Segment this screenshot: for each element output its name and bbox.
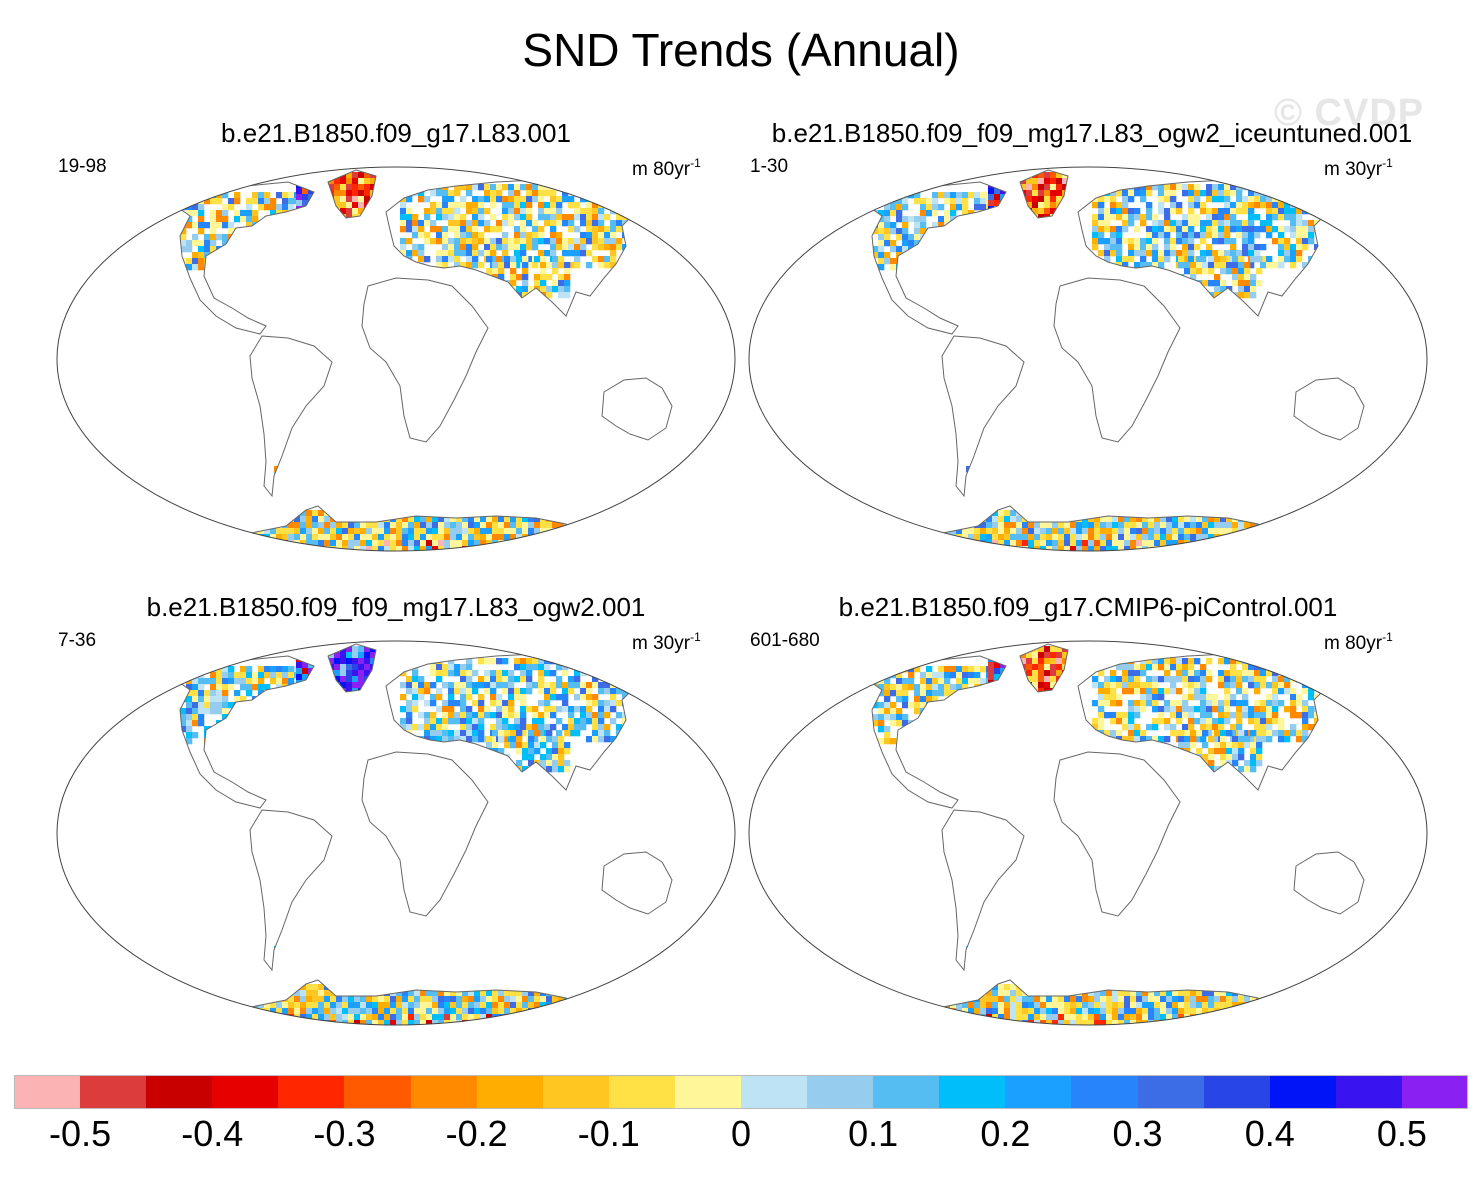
colorbar-tick-label: 0	[730, 1113, 752, 1154]
panel-2-map	[748, 166, 1428, 552]
colorbar-tick-label: 0.2	[980, 1113, 1031, 1154]
coastline-samerica	[941, 335, 1025, 498]
coastline-africa	[361, 277, 489, 443]
panel-1-units: m 80yr-1	[632, 156, 701, 180]
colorbar-swatch	[476, 1075, 544, 1109]
colorbar-swatch	[212, 1075, 279, 1109]
panel-1-title: b.e21.B1850.f09_g17.L83.001	[221, 118, 571, 148]
colorbar-swatch	[1401, 1075, 1469, 1109]
colorbar-swatch	[278, 1075, 345, 1109]
map-boundary	[56, 640, 736, 1026]
panel-3-title: b.e21.B1850.f09_f09_mg17.L83_ogw2.001	[146, 592, 646, 622]
coastline-australia	[601, 377, 673, 441]
colorbar-tick-label: 0.1	[848, 1113, 899, 1154]
coastline-namerica	[867, 181, 1007, 335]
colorbar-tick-label: 0.3	[1112, 1113, 1163, 1154]
coastline-africa	[1053, 751, 1181, 917]
figure-title: SND Trends (Annual)	[522, 24, 960, 76]
panel-2-units: m 30yr-1	[1324, 156, 1393, 180]
coastline-namerica	[175, 655, 315, 809]
colorbar-swatch	[1203, 1075, 1271, 1109]
cvdp-watermark: © CVDP	[1274, 92, 1425, 134]
panel-3-map	[56, 640, 736, 1026]
panel-1-map	[56, 166, 736, 552]
colorbar-swatch	[80, 1075, 147, 1109]
coastline-samerica	[249, 809, 333, 972]
panel-2-title: b.e21.B1850.f09_f09_mg17.L83_ogw2_iceunt…	[771, 118, 1413, 148]
colorbar-tick-label: -0.1	[577, 1113, 640, 1154]
coastline-greenland	[1019, 169, 1069, 219]
coastline-africa	[361, 751, 489, 917]
colorbar-swatch	[1335, 1075, 1403, 1109]
coastline-australia	[1293, 377, 1365, 441]
colorbar-tick-label: -0.3	[313, 1113, 376, 1154]
coastline-namerica	[867, 655, 1007, 809]
colorbar-swatch	[14, 1075, 81, 1109]
colorbar-tick-label: -0.4	[181, 1113, 244, 1154]
panel-4-title: b.e21.B1850.f09_g17.CMIP6-piControl.001	[838, 592, 1338, 622]
panel-1-period: 19-98	[58, 156, 107, 177]
colorbar-swatch	[674, 1075, 742, 1109]
map-boundary	[748, 166, 1428, 552]
map-boundary	[748, 640, 1428, 1026]
coastline-australia	[1293, 851, 1365, 915]
colorbar-tick-label: 0.5	[1376, 1113, 1427, 1154]
colorbar-swatch	[344, 1075, 412, 1109]
coastline-namerica	[175, 181, 315, 335]
colorbar-swatch	[608, 1075, 676, 1109]
panel-4-period: 601-680	[750, 630, 820, 651]
coastline-africa	[1053, 277, 1181, 443]
colorbar-tick-label: -0.5	[49, 1113, 112, 1154]
colorbar-swatch	[1005, 1075, 1072, 1109]
panel-3-period: 7-36	[58, 630, 97, 651]
colorbar-tick-label: 0.4	[1244, 1113, 1295, 1154]
coastline-australia	[601, 851, 673, 915]
panel-3-units: m 30yr-1	[632, 630, 701, 654]
panel-4-units: m 80yr-1	[1324, 630, 1393, 654]
coastline-samerica	[941, 809, 1025, 972]
colorbar-swatch	[1071, 1075, 1139, 1109]
coastline-greenland	[327, 643, 377, 693]
colorbar-tick-label: -0.2	[445, 1113, 508, 1154]
colorbar-swatch	[873, 1075, 940, 1109]
colorbar-swatch	[741, 1075, 808, 1109]
coastline-greenland	[327, 169, 377, 219]
colorbar-swatch	[807, 1075, 874, 1109]
colorbar-swatch	[1137, 1075, 1205, 1109]
coastline-greenland	[1019, 643, 1069, 693]
colorbar-swatch	[939, 1075, 1006, 1109]
colorbar-swatch	[146, 1075, 213, 1109]
colorbar-swatch	[1269, 1075, 1337, 1109]
map-boundary	[56, 166, 736, 552]
colorbar-swatch	[410, 1075, 478, 1109]
colorbar	[14, 1075, 1469, 1109]
panel-4-map	[748, 640, 1428, 1026]
coastline-samerica	[249, 335, 333, 498]
panel-2-period: 1-30	[750, 156, 789, 177]
colorbar-swatch	[542, 1075, 610, 1109]
